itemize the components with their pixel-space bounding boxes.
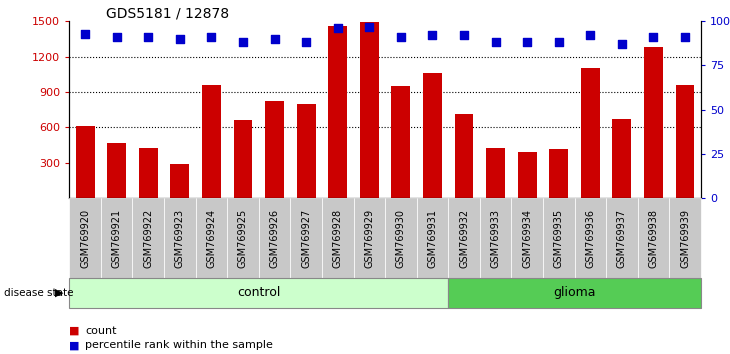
Text: GDS5181 / 12878: GDS5181 / 12878	[106, 7, 229, 21]
Bar	[328, 26, 347, 198]
Bar	[391, 86, 410, 198]
Bar	[423, 73, 442, 198]
Text: GSM769933: GSM769933	[491, 209, 501, 268]
Text: GSM769923: GSM769923	[175, 209, 185, 268]
Bar	[455, 114, 474, 198]
Text: count: count	[85, 326, 117, 336]
Text: GSM769932: GSM769932	[459, 209, 469, 268]
Bar	[139, 148, 158, 198]
Bar	[265, 102, 284, 198]
Text: GSM769935: GSM769935	[554, 209, 564, 268]
Point	[174, 36, 185, 42]
Point	[490, 40, 502, 45]
Text: control: control	[237, 286, 280, 299]
Text: GSM769928: GSM769928	[333, 209, 342, 268]
Point	[521, 40, 533, 45]
Text: GSM769938: GSM769938	[648, 209, 658, 268]
Text: ▶: ▶	[55, 288, 64, 298]
Bar	[360, 22, 379, 198]
Point	[364, 24, 375, 29]
Point	[300, 40, 312, 45]
Text: glioma: glioma	[553, 286, 596, 299]
Point	[616, 41, 628, 47]
Text: GSM769930: GSM769930	[396, 209, 406, 268]
Point	[111, 34, 123, 40]
Point	[585, 33, 596, 38]
Text: GSM769922: GSM769922	[143, 209, 153, 268]
Bar	[107, 143, 126, 198]
Point	[458, 33, 470, 38]
Point	[206, 34, 218, 40]
Text: GSM769927: GSM769927	[301, 209, 311, 268]
Text: GSM769920: GSM769920	[80, 209, 90, 268]
Bar	[296, 104, 315, 198]
Point	[553, 40, 564, 45]
Point	[648, 34, 659, 40]
Point	[237, 40, 249, 45]
Bar	[202, 85, 221, 198]
Bar	[549, 149, 568, 198]
Bar	[518, 152, 537, 198]
Point	[395, 34, 407, 40]
Point	[332, 25, 344, 31]
Text: GSM769939: GSM769939	[680, 209, 690, 268]
Text: GSM769934: GSM769934	[522, 209, 532, 268]
Bar	[581, 68, 600, 198]
Point	[80, 31, 91, 36]
Bar	[612, 119, 631, 198]
Point	[426, 33, 438, 38]
Text: disease state: disease state	[4, 288, 73, 298]
Text: GSM769936: GSM769936	[585, 209, 595, 268]
Point	[269, 36, 280, 42]
Bar	[486, 148, 505, 198]
Text: percentile rank within the sample: percentile rank within the sample	[85, 340, 273, 350]
Text: GSM769925: GSM769925	[238, 209, 248, 268]
Point	[679, 34, 691, 40]
Text: GSM769924: GSM769924	[207, 209, 216, 268]
Bar	[675, 85, 694, 198]
Text: GSM769931: GSM769931	[428, 209, 437, 268]
Text: ■: ■	[69, 326, 80, 336]
Bar	[76, 126, 95, 198]
Bar	[644, 47, 663, 198]
Point	[142, 34, 154, 40]
Text: GSM769929: GSM769929	[364, 209, 374, 268]
Bar	[170, 164, 189, 198]
Text: GSM769937: GSM769937	[617, 209, 627, 268]
Text: GSM769926: GSM769926	[269, 209, 280, 268]
Text: ■: ■	[69, 340, 80, 350]
Bar	[234, 120, 253, 198]
Text: GSM769921: GSM769921	[112, 209, 122, 268]
